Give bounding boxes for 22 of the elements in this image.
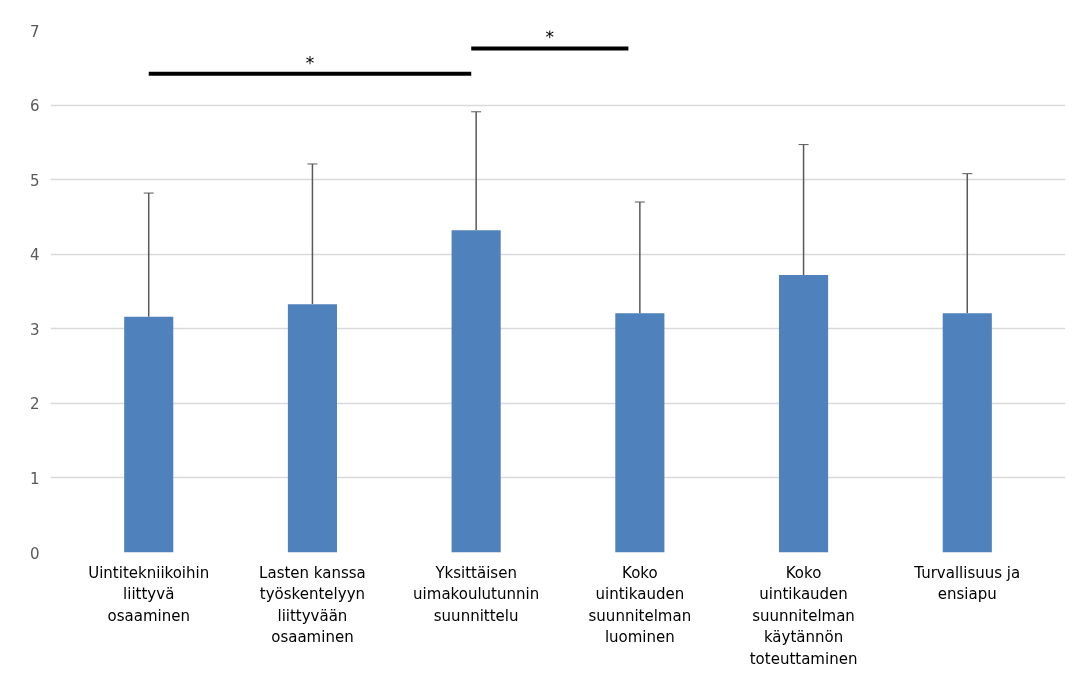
annotation: * [305, 52, 315, 73]
x-tick-label: Lasten kanssa työskentelyyn liittyvään osaaminen [259, 563, 366, 647]
y-tick-label: 4 [29, 246, 40, 265]
y-tick-label: 1 [29, 469, 40, 488]
y-tick-label: 7 [29, 22, 40, 41]
x-tick-label: Koko uintikauden suunnitelman käytännön toteuttaminen [749, 563, 858, 668]
bar [942, 313, 992, 553]
annotation: * [545, 27, 555, 48]
x-tick-label: Yksittäisen uimakoulutunnin suunnittelu [413, 563, 540, 625]
x-tick-label: Turvallisuus ja ensiapu [913, 563, 1021, 604]
y-tick-label: 2 [29, 395, 40, 414]
bar [287, 304, 337, 553]
bar [124, 316, 174, 553]
y-tick-label: 3 [29, 320, 40, 339]
bar [615, 313, 665, 553]
y-tick-label: 0 [29, 544, 40, 563]
bar [451, 230, 501, 553]
y-tick-label: 6 [29, 97, 40, 116]
y-tick-label: 5 [29, 171, 40, 190]
x-tick-label: Koko uintikauden suunnitelman luominen [588, 563, 692, 647]
x-tick-label: Uintitekniikoihin liittyvä osaaminen [88, 563, 210, 625]
bar [779, 275, 829, 553]
